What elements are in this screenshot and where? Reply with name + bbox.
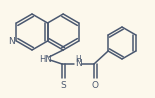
Text: S: S [60,81,66,90]
Text: O: O [91,81,98,90]
Text: N: N [8,36,14,45]
Text: N: N [75,59,81,68]
Text: HN: HN [39,54,51,64]
Text: H: H [75,54,81,64]
